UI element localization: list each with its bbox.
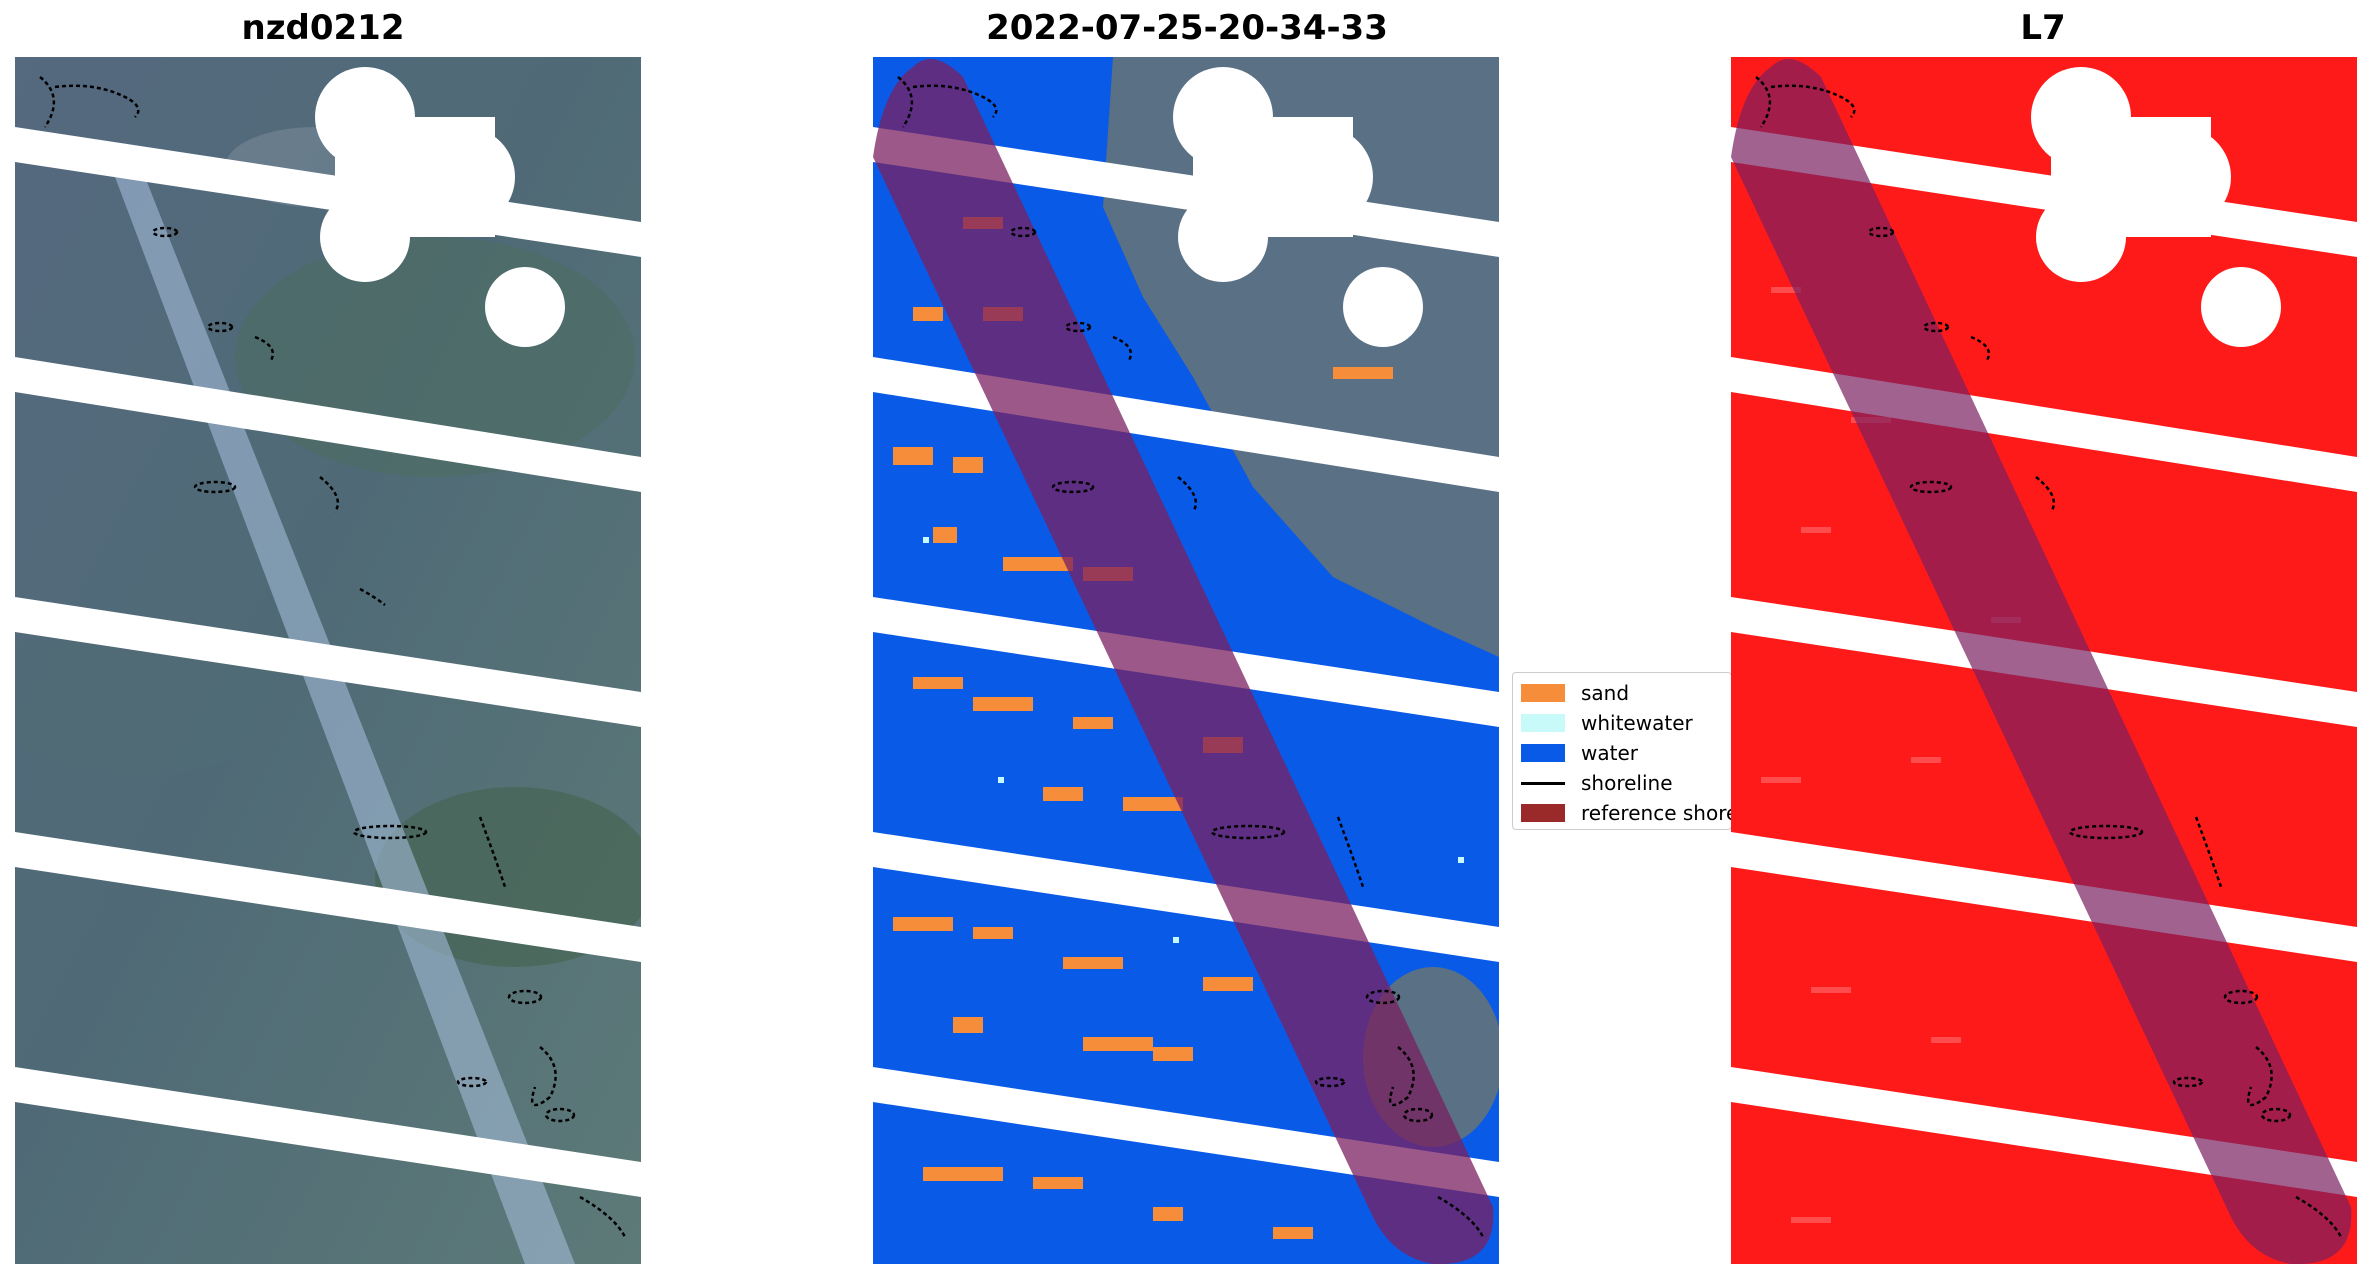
panel-title-classified: 2022-07-25-20-34-33 (986, 8, 1388, 48)
legend-item-sand: sand (1521, 679, 1629, 707)
reference-shoreline-swatch (1521, 804, 1565, 822)
shoreline (39, 76, 627, 1238)
legend-label: water (1581, 741, 1638, 765)
reference-shoreline-buffer (1731, 59, 2352, 1264)
legend-item-shoreline: shoreline (1521, 769, 1673, 797)
legend-item-whitewater: whitewater (1521, 709, 1693, 737)
legend-label: sand (1581, 681, 1630, 705)
legend: sand whitewater water shoreline referenc… (1512, 672, 1732, 830)
scanline-gaps (15, 127, 641, 1197)
panel-title-index: L7 (2020, 8, 2066, 48)
shoreline (897, 76, 1485, 1238)
whitewater-class (923, 537, 1464, 943)
panel-title-rgb: nzd0212 (241, 8, 405, 48)
legend-label: whitewater (1581, 711, 1693, 735)
index-image (1731, 57, 2357, 1264)
classified-image-panel (873, 57, 1499, 1264)
legend-label: reference shoreline (1581, 801, 1731, 825)
legend-item-water: water (1521, 739, 1638, 767)
shoreline (1755, 76, 2343, 1238)
legend-item-reference-shoreline: reference shoreline (1521, 799, 1731, 827)
shoreline-swatch (1521, 781, 1565, 785)
reference-shoreline-buffer (873, 59, 1494, 1264)
classified-image (873, 57, 1499, 1264)
whitewater-swatch (1521, 714, 1565, 732)
rgb-image-panel (15, 57, 641, 1264)
water-swatch (1521, 744, 1565, 762)
index-image-panel (1731, 57, 2357, 1264)
legend-label: shoreline (1581, 771, 1673, 795)
rgb-image (15, 57, 641, 1264)
sand-swatch (1521, 684, 1565, 702)
